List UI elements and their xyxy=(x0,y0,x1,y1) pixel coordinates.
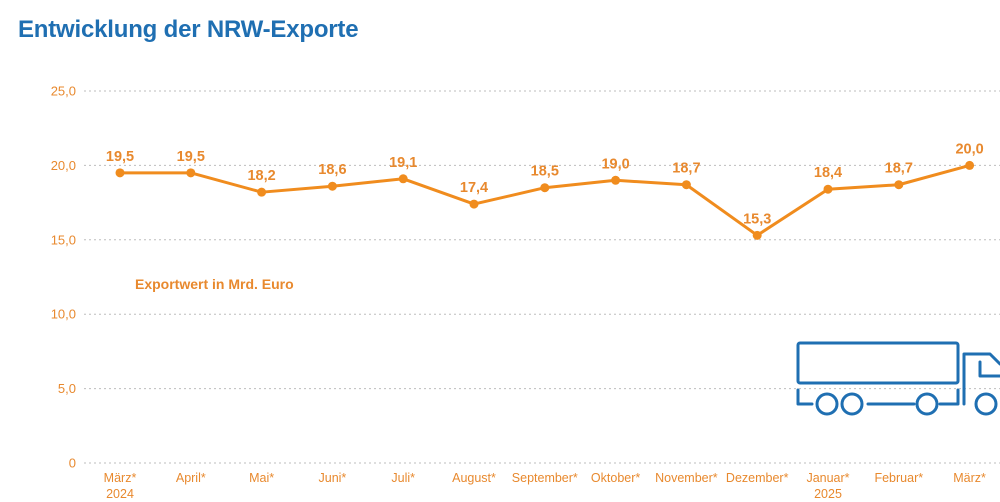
data-point xyxy=(469,199,479,209)
x-tick-label: Februar* xyxy=(874,471,923,485)
data-label: 17,4 xyxy=(460,180,488,196)
x-tick-label: Mai* xyxy=(249,471,274,485)
data-point xyxy=(327,181,337,191)
x-tick-sublabel: 2025 xyxy=(814,487,842,501)
data-label: 18,7 xyxy=(885,161,913,177)
y-tick-label: 0 xyxy=(69,456,76,471)
data-label: 18,4 xyxy=(814,165,842,181)
data-point xyxy=(965,160,975,170)
data-point xyxy=(115,168,125,178)
x-tick-label: Oktober* xyxy=(591,471,640,485)
y-tick-label: 10,0 xyxy=(51,307,76,322)
data-point xyxy=(398,174,408,184)
data-label: 19,0 xyxy=(601,156,629,172)
x-tick-label: April* xyxy=(176,471,206,485)
data-label: 18,7 xyxy=(672,161,700,177)
data-label: 18,5 xyxy=(531,164,559,180)
data-label: 18,2 xyxy=(247,168,275,184)
data-label: 20,0 xyxy=(955,141,983,157)
x-tick-label: September* xyxy=(512,471,578,485)
x-tick-label: August* xyxy=(452,471,496,485)
x-tick-label: November* xyxy=(655,471,718,485)
truck-icon xyxy=(796,341,1000,416)
data-point xyxy=(752,230,762,240)
data-point xyxy=(257,187,267,197)
x-tick-label: März* xyxy=(104,471,137,485)
data-label: 18,6 xyxy=(318,162,346,178)
x-tick-sublabel: 2024 xyxy=(106,487,134,501)
data-label: 15,3 xyxy=(743,211,771,227)
y-tick-label: 25,0 xyxy=(51,84,76,99)
x-tick-label: Juni* xyxy=(319,471,347,485)
y-tick-label: 20,0 xyxy=(51,158,76,173)
x-tick-label: März* xyxy=(953,471,986,485)
data-point xyxy=(540,183,550,193)
data-label: 19,5 xyxy=(106,149,134,165)
y-axis: 0 5,0 10,0 15,0 20,0 25,0 xyxy=(51,84,76,471)
data-label: 19,5 xyxy=(177,149,205,165)
chart-annotation: Exportwert in Mrd. Euro xyxy=(135,276,294,292)
data-point xyxy=(681,180,691,190)
data-label: 19,1 xyxy=(389,155,417,171)
x-tick-label: Dezember* xyxy=(726,471,789,485)
series-line xyxy=(115,160,975,240)
data-labels: 19,5 19,5 18,2 18,6 19,1 17,4 18,5 19,0 18,7 15,3… xyxy=(106,141,984,227)
x-tick-label: Juli* xyxy=(391,471,415,485)
data-point xyxy=(894,180,904,190)
data-point xyxy=(611,175,621,185)
y-tick-label: 5,0 xyxy=(58,381,76,396)
data-point xyxy=(823,184,833,194)
chart-title: Entwicklung der NRW-Exporte xyxy=(18,16,359,43)
data-point xyxy=(186,168,196,178)
x-tick-label: Januar* xyxy=(806,471,849,485)
x-axis: März* 2024 April* Mai* Juni* Juli* August* Sept… xyxy=(104,471,986,501)
y-tick-label: 15,0 xyxy=(51,232,76,247)
